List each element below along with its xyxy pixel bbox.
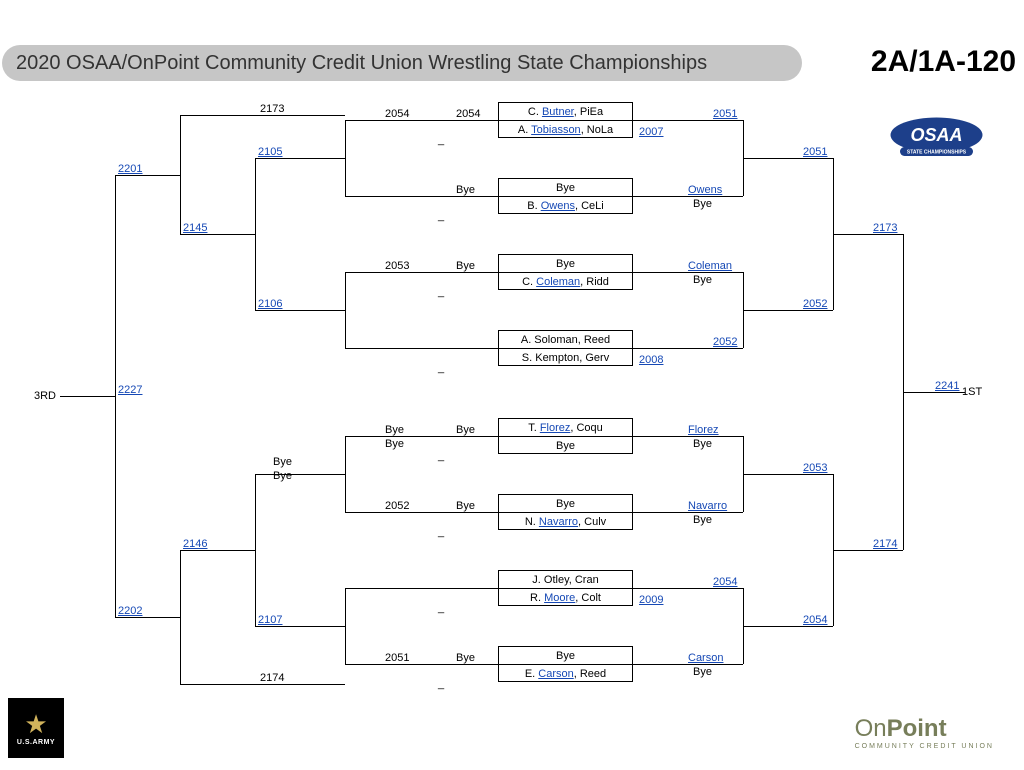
place-label: 1ST [962, 386, 982, 398]
r1-matchup: C. Butner, PiEaA. Tobiasson, NoLa [498, 102, 633, 138]
bracket-class: 2A/1A-120 [871, 45, 1016, 79]
winner-link: Florez [688, 424, 719, 436]
r1-matchup: ByeC. Coleman, Ridd [498, 254, 633, 290]
army-text: U.S.ARMY [17, 739, 55, 746]
bracket-diagram: C. Butner, PiEaA. Tobiasson, NoLa 2051 200… [0, 95, 1024, 715]
match-link: 2241 [935, 380, 959, 392]
onpoint-logo: OnPoint COMMUNITY CREDIT UNION [855, 715, 994, 750]
match-link: 2173 [873, 222, 897, 234]
r1-matchup: ByeB. Owens, CeLi [498, 178, 633, 214]
page-title: 2020 OSAA/OnPoint Community Credit Union… [16, 52, 707, 75]
match-link: 2009 [639, 594, 663, 606]
onpoint-sub: COMMUNITY CREDIT UNION [855, 743, 994, 750]
r1-matchup: T. Florez, CoquBye [498, 418, 633, 454]
match-link: 2054 [713, 576, 737, 588]
match-link: 2053 [803, 462, 827, 474]
r1-matchup: ByeN. Navarro, Culv [498, 494, 633, 530]
r1-matchup: ByeE. Carson, Reed [498, 646, 633, 682]
match-link: 2227 [118, 384, 142, 396]
match-link: 2051 [803, 146, 827, 158]
match-link: 2105 [258, 146, 282, 158]
winner-link: Coleman [688, 260, 732, 272]
match-link: 2146 [183, 538, 207, 550]
title-bar: 2020 OSAA/OnPoint Community Credit Union… [2, 45, 802, 81]
match-link: 2054 [803, 614, 827, 626]
match-link: 2107 [258, 614, 282, 626]
match-link: 2145 [183, 222, 207, 234]
match-link: 2201 [118, 163, 142, 175]
match-link: 2052 [713, 336, 737, 348]
r1-matchup: A. Soloman, ReedS. Kempton, Gerv [498, 330, 633, 366]
match-link: 2174 [873, 538, 897, 550]
winner-link: Carson [688, 652, 723, 664]
match-link: 2106 [258, 298, 282, 310]
onpoint-brand: OnPoint [855, 715, 994, 743]
match-link: 2007 [639, 126, 663, 138]
match-link: 2052 [803, 298, 827, 310]
place-label: 3RD [34, 390, 56, 402]
winner-link: Owens [688, 184, 722, 196]
match-link: 2051 [713, 108, 737, 120]
winner-link: Navarro [688, 500, 727, 512]
match-link: 2008 [639, 354, 663, 366]
match-link: 2202 [118, 605, 142, 617]
r1-matchup: J. Otley, CranR. Moore, Colt [498, 570, 633, 606]
